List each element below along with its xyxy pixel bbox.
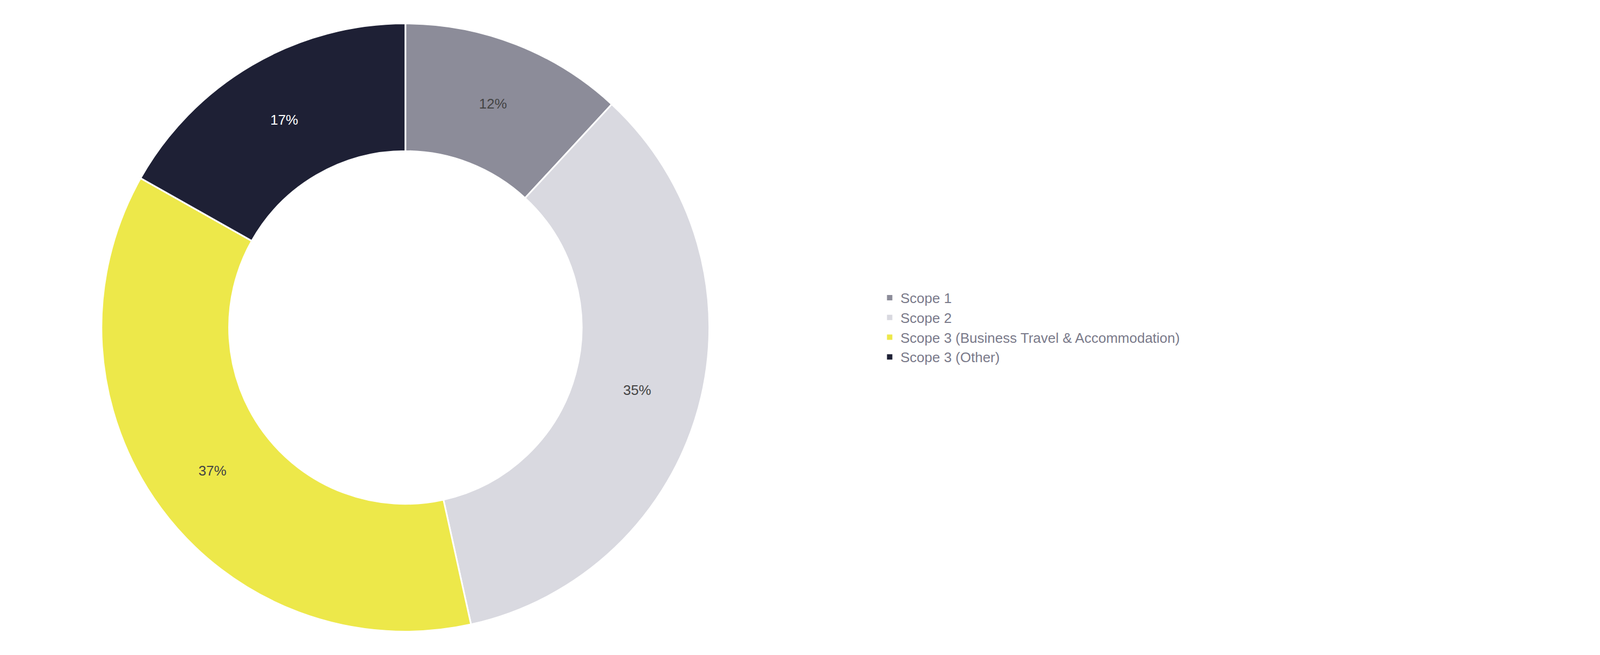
svg-text:Scope 3 (Business Travel & Acc: Scope 3 (Business Travel & Accommodation… — [900, 329, 1180, 346]
svg-text:Scope 3 (Other): Scope 3 (Other) — [900, 349, 1000, 366]
svg-text:Scope 2: Scope 2 — [900, 309, 952, 327]
svg-text:Scope 1: Scope 1 — [900, 290, 952, 307]
svg-text:35%: 35% — [623, 381, 651, 398]
svg-text:37%: 37% — [198, 462, 227, 479]
svg-text:17%: 17% — [270, 111, 299, 128]
svg-text:12%: 12% — [479, 95, 508, 112]
